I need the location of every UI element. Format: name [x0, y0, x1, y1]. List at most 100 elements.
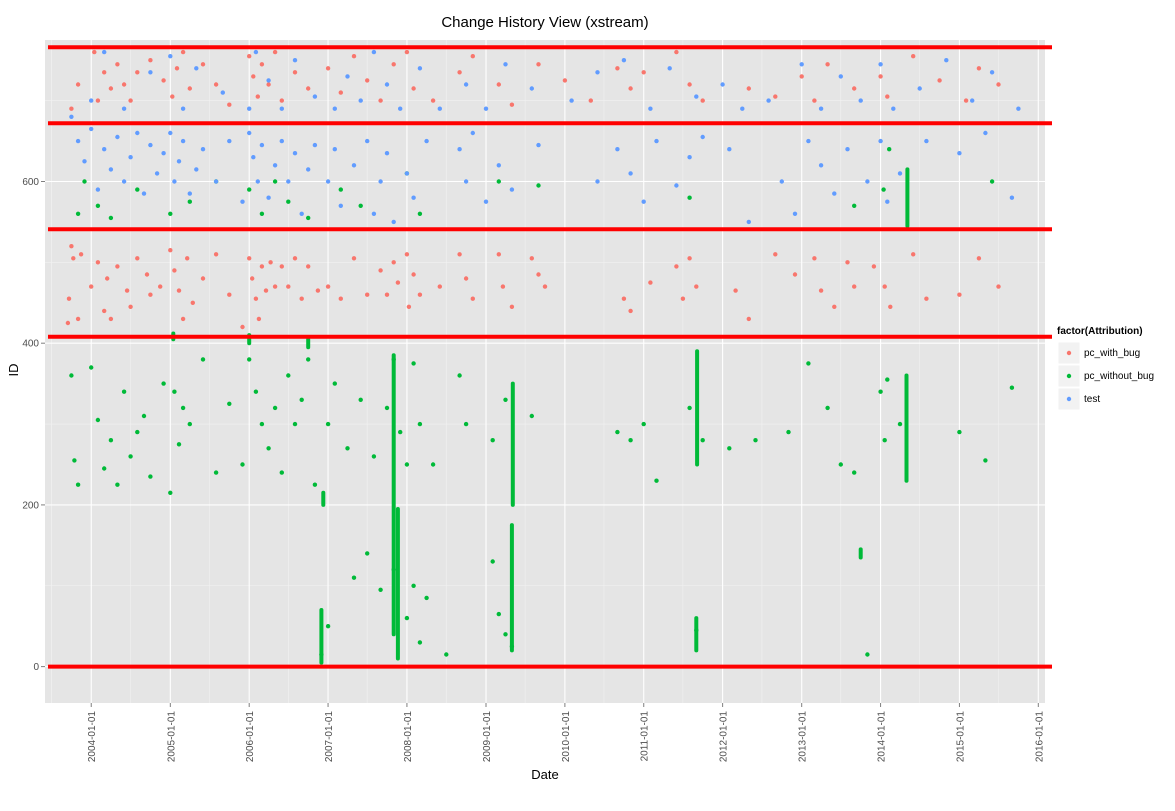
- data-point: [75, 138, 81, 144]
- y-axis: 0 200 400 600: [22, 177, 45, 673]
- x-tick-label: 2014-01-01: [877, 711, 888, 763]
- data-point: [92, 49, 97, 55]
- data-point: [746, 86, 751, 91]
- data-point: [338, 90, 343, 95]
- data-point: [180, 106, 186, 111]
- data-point: [871, 264, 877, 269]
- data-point: [187, 421, 192, 427]
- data-point: [247, 256, 252, 261]
- data-point: [588, 98, 593, 103]
- data-point: [825, 62, 830, 67]
- data-point: [878, 74, 883, 79]
- data-point: [82, 179, 87, 184]
- data-point: [457, 70, 462, 75]
- reference-lines: [48, 45, 1052, 669]
- data-point: [247, 106, 252, 111]
- data-point: [108, 167, 114, 172]
- data-point: [128, 454, 133, 459]
- legend-label: pc_with_bug: [1084, 348, 1140, 359]
- data-point: [845, 147, 850, 152]
- data-point: [168, 54, 173, 59]
- data-point: [536, 183, 541, 188]
- data-point: [345, 74, 350, 79]
- data-point: [989, 179, 995, 184]
- data-point: [509, 187, 515, 192]
- data-point: [865, 179, 870, 184]
- data-point: [332, 106, 337, 111]
- data-point: [200, 62, 206, 67]
- data-point: [832, 304, 837, 309]
- data-point: [746, 316, 751, 322]
- data-point: [417, 211, 423, 216]
- data-point: [378, 587, 383, 592]
- data-point: [95, 187, 101, 192]
- data-point: [172, 389, 177, 394]
- data-point: [108, 316, 114, 322]
- data-point: [172, 179, 177, 184]
- data-point: [180, 316, 186, 322]
- data-point: [174, 66, 180, 71]
- data-point: [255, 179, 260, 184]
- data-point: [615, 147, 620, 152]
- data-point: [213, 470, 219, 475]
- data-point: [89, 98, 94, 103]
- data-point: [170, 94, 175, 99]
- data-point: [628, 308, 633, 314]
- data-point: [121, 106, 127, 111]
- data-point: [924, 296, 929, 301]
- data-point: [69, 106, 74, 111]
- series-pc_without_bug: [69, 147, 1015, 665]
- data-point: [247, 130, 252, 136]
- data-points: [65, 49, 1021, 665]
- data-point: [121, 82, 127, 87]
- data-point: [417, 421, 423, 427]
- data-point: [411, 86, 416, 91]
- data-point: [176, 288, 182, 293]
- data-point: [818, 163, 824, 168]
- data-point: [365, 78, 370, 83]
- data-point: [306, 167, 311, 172]
- data-point: [694, 94, 699, 99]
- data-point: [286, 199, 291, 204]
- data-point: [272, 163, 278, 168]
- data-point: [503, 632, 508, 637]
- data-point: [391, 62, 396, 67]
- data-point: [187, 86, 192, 91]
- data-point: [325, 421, 331, 427]
- legend-title: factor(Attribution): [1057, 326, 1143, 337]
- data-point: [102, 147, 107, 152]
- data-point: [970, 98, 975, 103]
- data-point: [306, 215, 311, 221]
- data-point: [483, 199, 489, 204]
- data-point: [299, 296, 304, 301]
- data-point: [176, 159, 182, 164]
- legend: factor(Attribution) pc_with_bug pc_withou…: [1057, 326, 1154, 411]
- data-point: [272, 405, 278, 411]
- data-point: [351, 256, 357, 261]
- data-point: [89, 126, 94, 132]
- data-point: [180, 49, 186, 55]
- data-point: [240, 324, 245, 330]
- data-point: [299, 211, 304, 216]
- data-point: [411, 583, 416, 588]
- x-tick-label: 2009-01-01: [482, 711, 493, 763]
- data-point: [240, 199, 245, 204]
- legend-item: pc_without_bug: [1057, 364, 1154, 388]
- data-point: [470, 54, 475, 59]
- data-point: [411, 195, 416, 200]
- data-point: [227, 292, 232, 297]
- data-point: [395, 280, 401, 285]
- x-tick-label: 2012-01-01: [719, 711, 730, 763]
- data-point: [628, 86, 633, 91]
- data-point: [259, 211, 265, 216]
- data-point: [292, 58, 298, 63]
- data-point: [457, 373, 462, 378]
- data-point: [766, 98, 771, 103]
- data-point: [648, 106, 653, 111]
- data-point: [529, 413, 534, 419]
- data-point: [509, 102, 515, 107]
- data-point: [266, 82, 271, 87]
- data-point: [187, 199, 192, 204]
- data-point: [121, 179, 127, 184]
- data-point: [144, 272, 150, 277]
